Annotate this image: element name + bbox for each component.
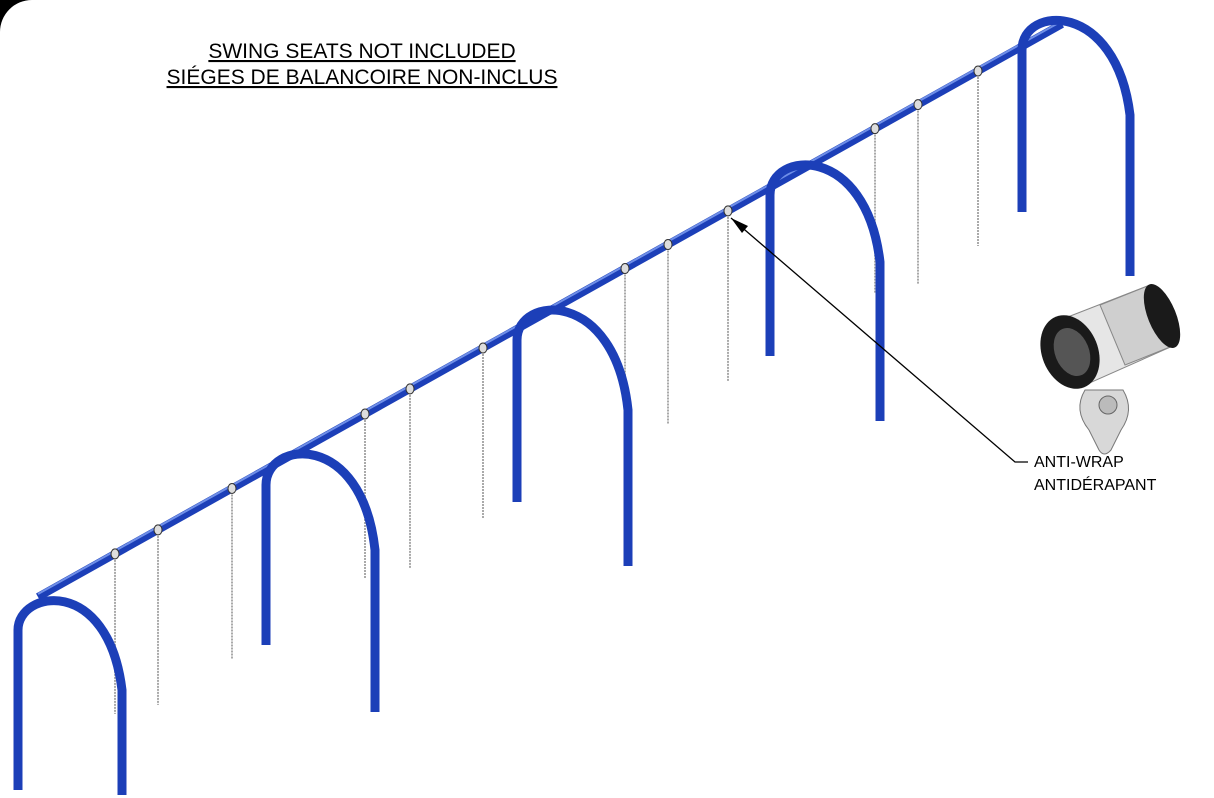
- anti-wrap-clamp: [913, 99, 923, 111]
- anti-wrap-clamp: [153, 524, 163, 536]
- arch: [261, 449, 380, 712]
- arch: [1017, 15, 1135, 276]
- anti-wrap-clamp: [227, 482, 237, 494]
- arch: [512, 305, 633, 566]
- clamps: [110, 65, 983, 560]
- arch: [765, 160, 885, 421]
- anti-wrap-part: [1040, 284, 1181, 455]
- anti-wrap-clamp: [870, 123, 880, 135]
- note: SIÉGES DE BALANCOIRE NON-INCLUS: [167, 66, 558, 89]
- callout-label: ANTI-WRAP: [1034, 454, 1124, 471]
- arch: [13, 596, 127, 795]
- anti-wrap-clamp: [110, 548, 120, 560]
- anti-wrap-clamp: [723, 205, 733, 217]
- anti-wrap-clamp: [478, 342, 488, 354]
- anti-wrap-clamp: [620, 263, 630, 275]
- corner-mark: [0, 0, 32, 32]
- anti-wrap-clamp: [405, 383, 415, 395]
- arrowhead: [731, 218, 748, 233]
- anti-wrap-clamp: [973, 65, 983, 77]
- chains: [114, 71, 979, 714]
- anti-wrap-clamp: [360, 408, 370, 420]
- callout-label: ANTIDÉRAPANT: [1034, 475, 1157, 494]
- leader-line: [730, 217, 1028, 463]
- note: SWING SEATS NOT INCLUDED: [208, 40, 515, 63]
- anti-wrap-clamp: [663, 238, 673, 250]
